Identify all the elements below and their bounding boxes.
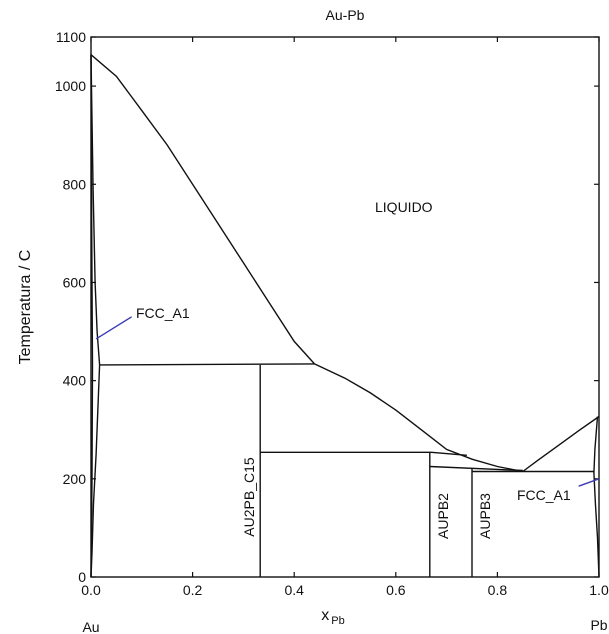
region-label-liquido: LIQUIDO	[375, 199, 433, 215]
y-tick-label: 800	[63, 176, 87, 192]
phase-boundary-line	[522, 415, 600, 473]
x-tick-label: 0.2	[183, 582, 203, 598]
y-tick-label: 1100	[56, 29, 86, 45]
x-axis-title: x Pb	[321, 607, 344, 627]
region-label-aupb2: AUPB2	[435, 493, 451, 539]
phase-boundary-line	[90, 54, 94, 578]
phase-boundary-line	[314, 363, 523, 473]
label-pointer-line	[95, 316, 133, 340]
phase-boundaries	[90, 54, 600, 578]
phase-boundary-line	[90, 54, 101, 365]
y-axis: 0 200 400 600 800 1000 1100	[55, 29, 599, 585]
end-label-pb: Pb	[590, 617, 607, 633]
region-label-au2pb-c15: AU2PB_C15	[241, 457, 257, 537]
phase-boundary-line	[99, 363, 315, 366]
y-axis-title: Temperatura / C	[17, 250, 34, 365]
x-axis-title-main: x	[321, 607, 329, 624]
x-tick-label: 0.6	[386, 582, 406, 598]
x-axis: 0.0 0.2 0.4 0.6 0.8 1.0	[81, 37, 609, 598]
region-label-fcc-left: FCC_A1	[136, 305, 190, 321]
end-label-au: Au	[82, 619, 99, 634]
y-tick-label: 200	[63, 471, 87, 487]
label-pointer-line	[578, 478, 600, 487]
y-tick-label: 0	[78, 569, 86, 585]
x-tick-label: 0.0	[81, 582, 101, 598]
x-axis-title-sub: Pb	[331, 615, 344, 627]
y-tick-label: 400	[63, 373, 87, 389]
phase-boundary-line	[90, 54, 316, 365]
chart-title: Au-Pb	[326, 7, 365, 23]
x-tick-label: 0.8	[488, 582, 508, 598]
region-label-fcc-right: FCC_A1	[517, 487, 571, 503]
y-tick-label: 600	[63, 274, 87, 290]
x-tick-label: 1.0	[589, 582, 609, 598]
label-pointers	[95, 316, 600, 487]
phase-boundary-line	[429, 465, 523, 472]
phase-boundary-line	[260, 451, 467, 456]
x-tick-label: 0.4	[284, 582, 304, 598]
plot-frame	[90, 36, 600, 578]
region-label-aupb3: AUPB3	[477, 493, 493, 539]
y-tick-label: 1000	[55, 78, 86, 94]
phase-boundary-line	[593, 416, 600, 578]
